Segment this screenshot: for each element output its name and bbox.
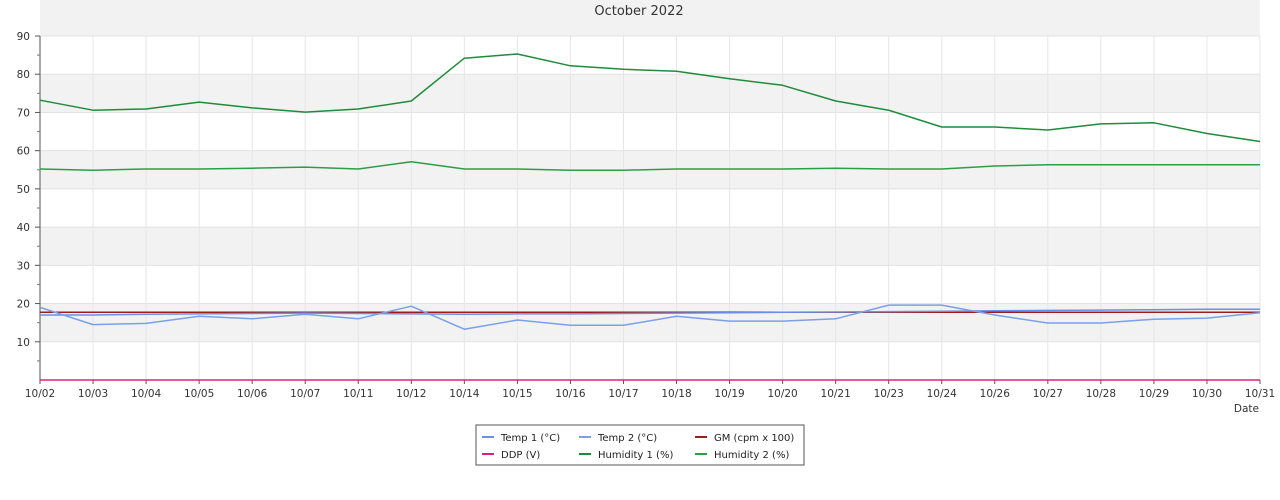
series-line-temp-1-c — [40, 308, 1260, 316]
chart-title: October 2022 — [594, 4, 683, 19]
y-tick-label: 90 — [17, 31, 30, 43]
y-tick-label: 80 — [17, 69, 30, 81]
x-tick-label: 10/28 — [1086, 388, 1116, 400]
legend-box — [475, 424, 805, 466]
x-tick-label: 10/24 — [927, 388, 958, 400]
x-tick-label: 10/12 — [396, 388, 426, 400]
y-tick-label: 20 — [17, 299, 30, 311]
x-tick-label: 10/20 — [767, 388, 797, 400]
series-lines — [39, 53, 1261, 381]
x-tick-label: 10/14 — [449, 388, 480, 400]
x-tick-label: 10/05 — [184, 388, 214, 400]
y-tick-label: 30 — [17, 260, 30, 272]
x-tick-label: 10/06 — [237, 388, 268, 400]
x-tick-label: 10/02 — [25, 388, 55, 400]
legend-label: DDP (V) — [501, 450, 540, 461]
x-tick-label: 10/11 — [343, 388, 373, 400]
legend-label: Temp 2 (°C) — [597, 433, 657, 444]
x-axis-label: Date — [1234, 403, 1259, 415]
series-line-temp-2-c — [39, 304, 1261, 330]
x-tick-label: 10/18 — [661, 388, 691, 400]
x-tick-label: 10/23 — [874, 388, 904, 400]
x-tick-label: 10/07 — [290, 388, 320, 400]
plot-band — [40, 0, 1260, 36]
legend-label: Humidity 2 (%) — [714, 450, 789, 461]
plot-bands — [40, 0, 1260, 342]
y-tick-label: 50 — [17, 184, 30, 196]
x-tick-label: 10/27 — [1033, 388, 1063, 400]
axes: 10 20 30 40 50 60 70 80 90 10/02 10/03 10/04 10/05 10… — [17, 31, 1276, 400]
plot-band — [40, 227, 1260, 266]
x-tick-label: 10/29 — [1139, 388, 1169, 400]
y-tick-label: 10 — [17, 337, 30, 349]
y-tick-label: 40 — [17, 222, 30, 234]
x-tick-label: 10/19 — [714, 388, 744, 400]
x-tick-label: 10/30 — [1192, 388, 1222, 400]
legend-label: Temp 1 (°C) — [500, 433, 560, 444]
legend-label: Humidity 1 (%) — [598, 450, 673, 461]
legend-label: GM (cpm x 100) — [714, 433, 794, 444]
legend: Temp 1 (°C) Temp 2 (°C) GM (cpm x 100) DDP … — [475, 424, 805, 466]
x-tick-label: 10/21 — [821, 388, 851, 400]
y-tick-label: 60 — [17, 146, 30, 158]
x-tick-label: 10/26 — [980, 388, 1011, 400]
x-tick-label: 10/31 — [1245, 388, 1275, 400]
x-tick-label: 10/15 — [502, 388, 532, 400]
x-tick-label: 10/16 — [555, 388, 586, 400]
x-tick-label: 10/03 — [78, 388, 108, 400]
y-tick-label: 70 — [17, 107, 30, 119]
x-tick-label: 10/04 — [131, 388, 162, 400]
series-line-humidity-1 — [39, 53, 1261, 143]
series-line-humidity-2 — [39, 161, 1260, 171]
x-tick-label: 10/17 — [608, 388, 638, 400]
plot-band — [40, 74, 1260, 113]
